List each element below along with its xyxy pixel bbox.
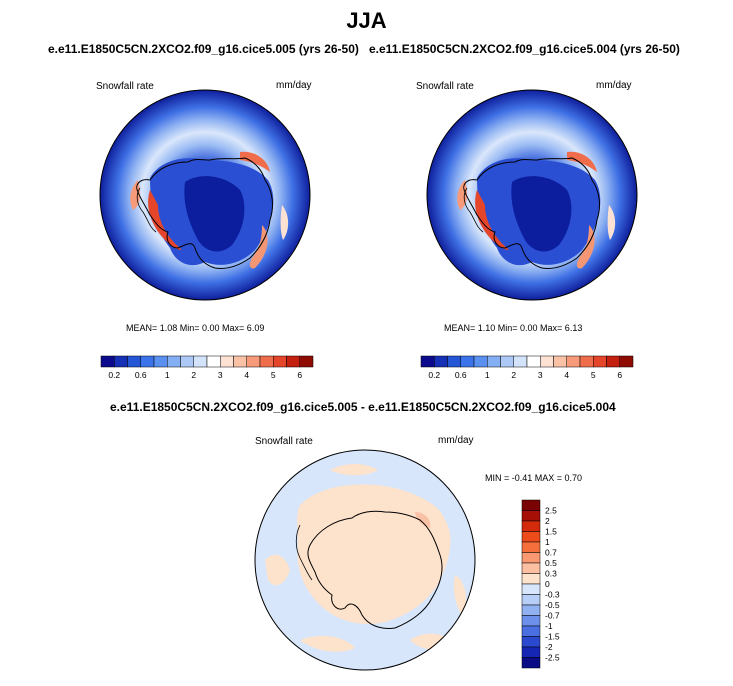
difference-colorbar-tick-label: 0.3: [545, 569, 557, 579]
right-units-label: mm/day: [596, 80, 632, 91]
left-variable-label: Snowfall rate: [96, 81, 154, 92]
difference-colorbar-swatch: [521, 552, 541, 564]
left-colorbar-tick-label: 3: [218, 370, 223, 380]
difference-colorbar-tick-label: 0.5: [545, 558, 557, 568]
left-colorbar-tick-label: 2: [191, 370, 196, 380]
difference-colorbar-swatch: [521, 657, 541, 669]
right-colorbar: 0.2 0.6 1 2 3 4 5 6: [420, 355, 634, 380]
left-case-title: e.e11.E1850C5CN.2XCO2.f09_g16.cice5.005 …: [48, 42, 359, 56]
difference-colorbar-tick-label: 1.5: [545, 527, 557, 537]
left-colorbar-tick-label: 0.2: [108, 370, 120, 380]
difference-colorbar-swatch: [521, 510, 541, 522]
season-title: JJA: [346, 8, 387, 33]
difference-colorbar-tick-label: 1: [545, 537, 550, 547]
right-colorbar-swatch: [619, 355, 634, 368]
difference-units-label: mm/day: [438, 435, 474, 446]
right-colorbar-tick-label: 0.6: [455, 370, 467, 380]
difference-colorbar-swatch: [521, 594, 541, 606]
left-colorbar: 0.2 0.6 1 2 3 4 5 6: [100, 355, 314, 380]
difference-colorbar-tick-label: -2.5: [545, 653, 560, 663]
difference-case-title: e.e11.E1850C5CN.2XCO2.f09_g16.cice5.005 …: [110, 400, 616, 414]
right-colorbar-tick-label: 6: [617, 370, 622, 380]
difference-colorbar-swatch: [521, 646, 541, 658]
difference-colorbar-swatch: [521, 541, 541, 553]
difference-colorbar-swatch: [521, 499, 541, 511]
difference-colorbar-swatch: [521, 562, 541, 574]
difference-colorbar-swatch: [521, 636, 541, 648]
difference-variable-label: Snowfall rate: [255, 436, 313, 447]
left-colorbar-tick-label: 0.6: [135, 370, 147, 380]
left-units-label: mm/day: [276, 80, 312, 91]
difference-colorbar-tick-label: -0.3: [545, 590, 560, 600]
difference-colorbar-tick-label: 2.5: [545, 506, 557, 516]
difference-colorbar-swatch: [521, 604, 541, 616]
right-stats: MEAN= 1.10 Min= 0.00 Max= 6.13: [444, 323, 583, 333]
left-stats: MEAN= 1.08 Min= 0.00 Max= 6.09: [126, 323, 265, 333]
difference-colorbar-tick-label: -2: [545, 642, 553, 652]
right-colorbar-tick-label: 0.2: [428, 370, 440, 380]
difference-colorbar-swatch: [521, 520, 541, 532]
difference-colorbar-tick-label: -0.7: [545, 611, 560, 621]
difference-colorbar-tick-label: 0: [545, 579, 550, 589]
difference-colorbar-swatch: [521, 615, 541, 627]
left-colorbar-swatch: [299, 355, 314, 368]
right-colorbar-tick-label: 3: [538, 370, 543, 380]
difference-colorbar-tick-label: -1.5: [545, 632, 560, 642]
difference-colorbar-swatch: [521, 583, 541, 595]
left-colorbar-tick-label: 6: [297, 370, 302, 380]
right-colorbar-tick-label: 1: [485, 370, 490, 380]
right-variable-label: Snowfall rate: [416, 81, 474, 92]
difference-colorbar-tick-label: -1: [545, 621, 553, 631]
left-colorbar-tick-label: 5: [271, 370, 276, 380]
right-colorbar-tick-label: 4: [564, 370, 569, 380]
difference-colorbar-swatch: [521, 625, 541, 637]
left-colorbar-tick-label: 1: [165, 370, 170, 380]
difference-colorbar-swatch: [521, 573, 541, 585]
right-case-title: e.e11.E1850C5CN.2XCO2.f09_g16.cice5.004 …: [369, 42, 680, 56]
difference-colorbar-tick-label: 2: [545, 516, 550, 526]
right-colorbar-tick-label: 5: [591, 370, 596, 380]
right-colorbar-tick-label: 2: [511, 370, 516, 380]
difference-colorbar-swatch: [521, 531, 541, 543]
difference-colorbar-tick-label: -0.5: [545, 600, 560, 610]
difference-colorbar-tick-label: 0.7: [545, 548, 557, 558]
difference-stats: MIN = -0.41 MAX = 0.70: [485, 473, 583, 483]
left-colorbar-tick-label: 4: [244, 370, 249, 380]
difference-colorbar: 2.521.510.70.50.30-0.3-0.5-0.7-1-1.5-2-2…: [521, 499, 560, 669]
